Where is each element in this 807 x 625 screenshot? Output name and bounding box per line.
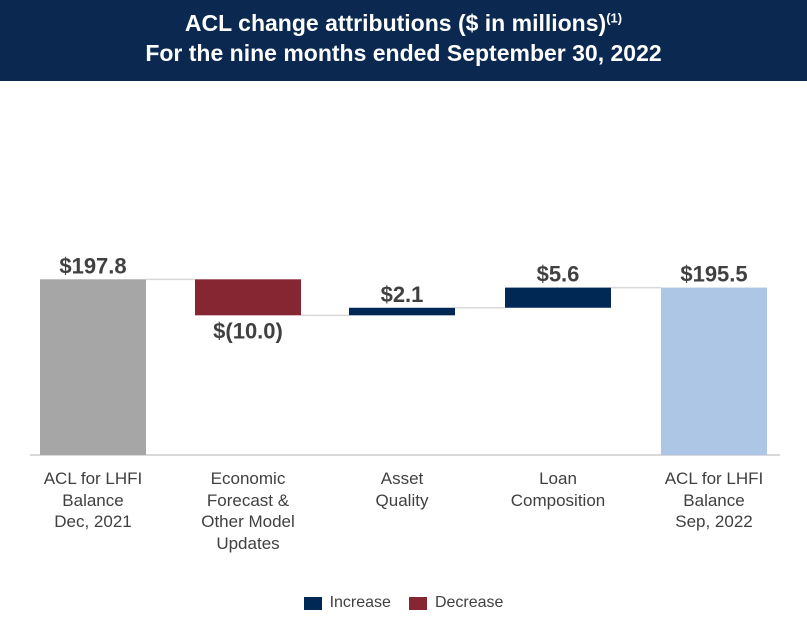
waterfall-chart: $197.8 $(10.0) $2.1 $5.6 $195.5 xyxy=(30,253,780,456)
data-label: $2.1 xyxy=(381,282,424,307)
category-label: Asset Quality xyxy=(375,469,429,510)
data-label: $197.8 xyxy=(59,253,126,278)
legend-swatch-decrease xyxy=(408,596,427,610)
chart-title: ACL change attributions ($ in millions)(… xyxy=(184,10,623,36)
category-label: ACL for LHFI Balance Dec, 2021 xyxy=(43,469,143,531)
legend-label: Increase xyxy=(329,594,391,611)
data-label: $195.5 xyxy=(680,262,747,287)
bar-total xyxy=(40,279,146,455)
category-label: ACL for LHFI Balance Sep, 2022 xyxy=(664,469,764,531)
legend-item-increase: Increase xyxy=(303,594,391,612)
bar-increase xyxy=(349,307,455,316)
chart-subtitle: For the nine months ended September 30, … xyxy=(145,40,662,66)
legend-item-decrease: Decrease xyxy=(408,594,504,612)
legend-label: Decrease xyxy=(434,594,504,611)
bar-increase xyxy=(505,287,611,308)
category-label: Loan Composition xyxy=(510,469,606,510)
legend: Increase Decrease xyxy=(0,594,807,612)
footnote-marker: (1) xyxy=(606,10,623,26)
category-label: Economic Forecast & Other Model Updates xyxy=(201,469,295,553)
legend-swatch-increase xyxy=(303,596,322,610)
bar-total xyxy=(661,287,767,455)
chart-title-banner: ACL change attributions ($ in millions)(… xyxy=(0,0,807,81)
bar-decrease xyxy=(195,279,301,316)
data-label: $5.6 xyxy=(537,262,580,287)
data-label: $(10.0) xyxy=(213,318,283,343)
